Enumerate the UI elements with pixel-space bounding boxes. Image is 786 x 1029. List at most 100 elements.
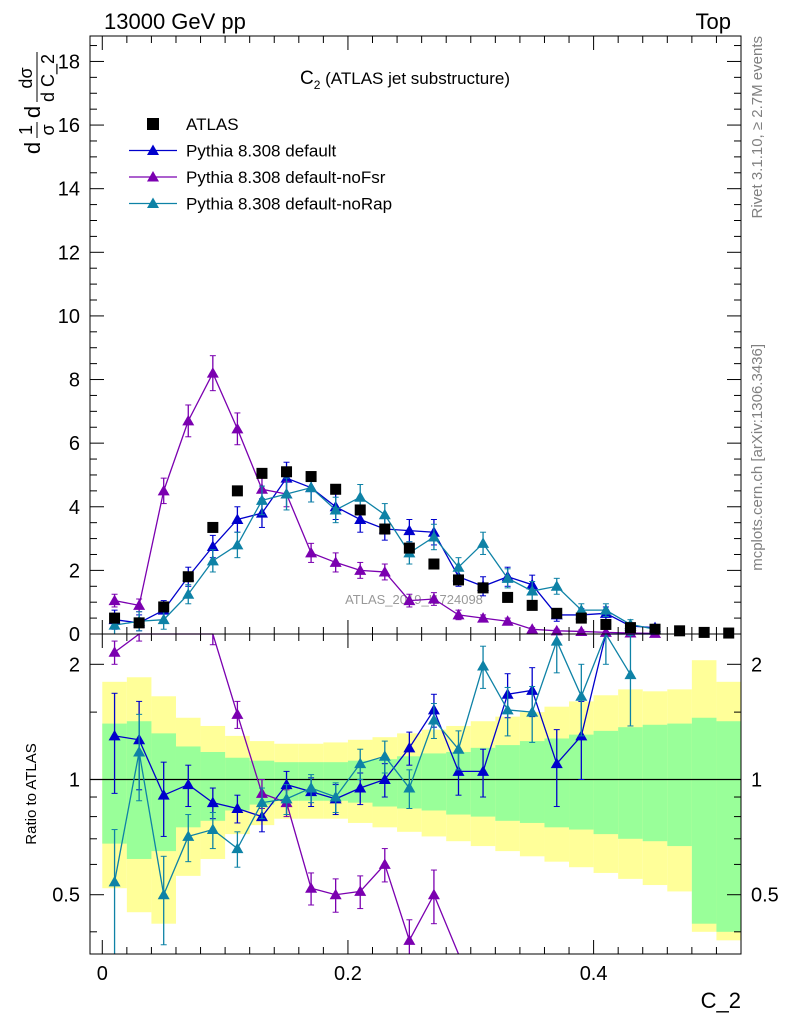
atlas-point [428,558,440,570]
data-point [231,422,244,434]
data-point [182,588,195,599]
y-label-d1: d [20,142,45,154]
ratio-point [329,888,342,900]
legend: ATLAS Pythia 8.308 default Pythia 8.308 de… [129,115,392,214]
ratio-point [452,743,465,754]
atlas-point [600,618,612,630]
ratio-point [157,789,170,800]
data-point [354,564,367,575]
ratio-point [526,706,539,717]
energy-label: 13000 GeV pp [104,9,246,34]
ratio-point [182,830,195,841]
data-point [108,619,121,630]
atlas-point [477,582,489,594]
ratio-point [624,668,637,680]
atlas-point [281,466,293,478]
atlas-point [452,574,464,586]
atlas-point [723,627,735,639]
y-tick-label: 0 [69,624,80,646]
y-tick-label: 10 [58,306,80,328]
atlas-point [526,599,538,611]
legend-label: Pythia 8.308 default-noRap [186,195,392,214]
y-tick-label: 14 [58,179,80,201]
ratio-point [427,888,440,900]
data-point [255,494,268,505]
green-band-bin [495,745,520,821]
ratio-y-tick-label-right: 0.5 [751,885,779,907]
data-point [329,556,342,567]
data-point [599,604,612,615]
ratio-y-tick-label-right: 2 [751,654,762,676]
green-band-bin [667,723,692,847]
rivet-version-label: Rivet 3.1.10, ≥ 2.7M events [749,36,766,219]
data-point [501,615,514,626]
ratio-point [378,750,391,761]
ratio-point [354,782,367,793]
data-point [526,585,539,596]
ratio-point [501,703,514,715]
data-point [206,554,219,566]
data-point [575,625,588,636]
ratio-point [108,646,121,657]
process-label: Top [696,9,731,34]
data-point [403,524,416,536]
y-tick-label: 2 [69,560,80,582]
data-point [452,608,465,620]
atlas-point [305,471,317,483]
mcplots-label: mcplots.cern.ch [arXiv:1306.3436] [749,344,766,571]
data-point [501,572,514,583]
data-point [452,561,465,572]
y-tick-label: 8 [69,370,80,392]
data-point [550,580,563,591]
data-point [550,624,563,636]
atlas-point [674,625,686,637]
ratio-point [305,782,318,793]
ratio-point [108,875,121,887]
ratio-point [133,746,146,757]
data-point [280,472,293,483]
watermark: ATLAS_2019_I1724098 [345,592,483,607]
data-point [182,414,195,426]
plot-title-sub: 2 [314,78,321,92]
ratio-y-tick-label-right: 1 [751,770,762,792]
x-tick-label: 0.4 [580,963,608,985]
ratio-point [403,741,416,753]
green-band-bin [691,717,717,924]
atlas-point [379,523,391,535]
atlas-point [182,571,194,583]
atlas-point [575,612,587,624]
atlas-point [551,607,563,619]
green-band-bin [519,741,545,823]
green-band-bin [642,724,668,842]
ratio-point [575,690,588,701]
ratio-point [255,796,268,808]
data-point [231,538,244,550]
ratio-plot-frame [89,633,742,955]
y-label-frac1-num: 1 [16,125,36,135]
data-point [477,537,490,548]
ratio-y-axis-label: Ratio to ATLAS [23,743,40,844]
atlas-point [502,591,514,603]
atlas-point [158,601,170,613]
y-tick-label: 12 [58,242,80,264]
green-band-bin [593,730,619,835]
ratio-point [108,729,121,741]
data-point [354,513,367,524]
data-point [108,594,121,606]
data-point [206,367,219,378]
ratio-point [403,934,416,945]
data-point [329,503,342,515]
plot-title-main: C [300,68,314,89]
x-tick-label: 0.2 [334,963,362,985]
atlas-point [207,521,219,533]
ratio-point [157,888,170,900]
data-point [206,540,219,552]
series-2 [108,472,662,635]
ratio-plot-panel: 0.5 0.5 1 1 2 2 0 0.2 0.4 Ratio to ATLAS C_2 [23,632,779,1013]
data-point [403,594,416,606]
ratio-point [231,842,244,854]
ratio-point [378,773,391,785]
atlas-point [698,626,710,638]
data-point [157,613,170,625]
